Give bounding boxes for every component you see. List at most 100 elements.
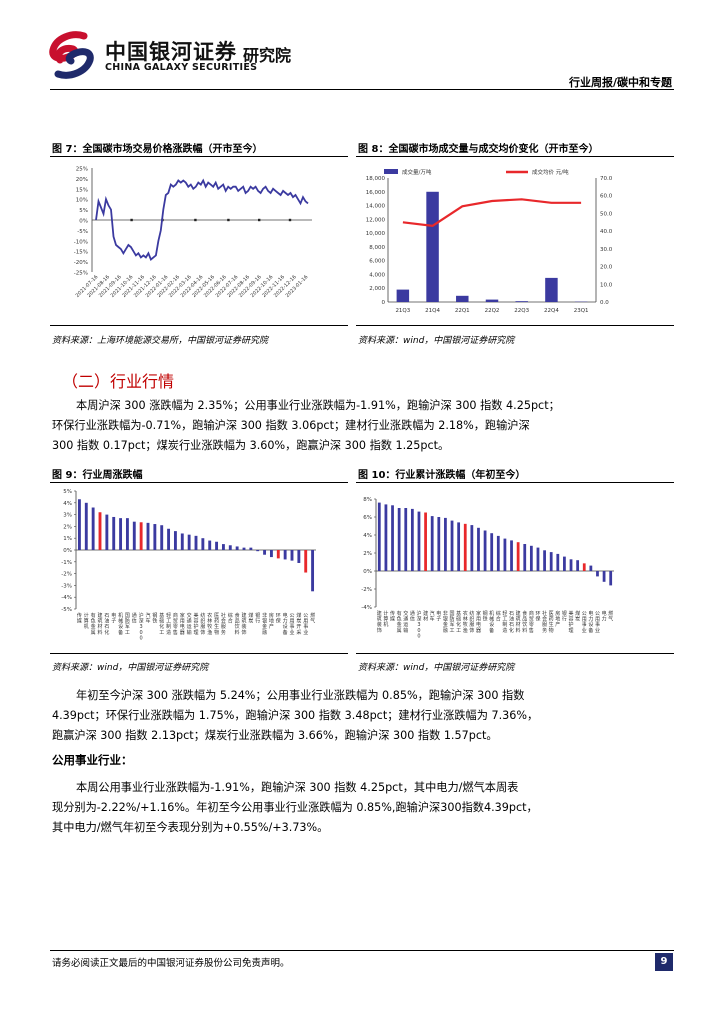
page-number: 9 <box>655 953 673 971</box>
fig9-bar <box>215 541 219 550</box>
fig7-source: 资料来源：上海环境能源交易所，中国银河证券研究院 <box>52 336 269 346</box>
fig9-x-tick-label: 农林牧渔 <box>207 612 212 636</box>
fig10-y-tick-label: 0% <box>363 569 372 575</box>
fig10-bar <box>523 544 527 571</box>
fig10-x-tick-label: 非银金融 <box>443 610 448 634</box>
fig10-bar <box>391 505 394 571</box>
fig7-zero-marker <box>130 218 133 222</box>
fig10-bar <box>563 556 566 571</box>
fig9-x-tick-label: 轻工制造 <box>166 612 171 636</box>
para-line: 年初至今沪深 300 涨跌幅为 5.24%；公用事业行业涨跌幅为 0.85%，跑… <box>76 689 525 702</box>
fig9-y-tick-label: 1% <box>63 536 72 542</box>
fig10-x-tick-label: 传媒 <box>390 610 395 623</box>
fig7-y-tick-label: 5% <box>79 208 88 214</box>
fig10-bar <box>543 550 546 571</box>
brand-subtitle: 研究院 <box>243 46 292 65</box>
fig9-x-tick-label: 公用事业 <box>289 613 294 636</box>
fig8-x-tick-label: 23Q1 <box>574 308 589 314</box>
fig7-y-tick-label: 15% <box>76 187 88 193</box>
fig9-y-tick-label: -1% <box>61 560 72 566</box>
fig10-x-tick-label: 家用电器 <box>476 610 481 634</box>
fig8-volume-bar <box>545 277 558 302</box>
fig10-x-tick-label: 房地产 <box>555 610 560 628</box>
fig9-x-tick-label: 综合 <box>228 612 233 625</box>
fig9-x-tick-label: 基础化工 <box>159 612 164 636</box>
fig8-price-line <box>402 198 582 227</box>
fig9-x-tick-label: 电子 <box>111 612 116 625</box>
fig10-bar <box>444 517 447 571</box>
fig7-y-tick-label: -25% <box>74 271 88 277</box>
fig10-bar <box>490 533 494 571</box>
fig10-x-tick-label: 钢铁 <box>483 610 488 623</box>
fig10-title-rule <box>356 482 674 483</box>
fig10-x-tick-label: 国防军工 <box>450 611 455 634</box>
fig10-x-tick-label: 交通运输 <box>403 610 408 634</box>
fig9-bar <box>194 535 198 550</box>
fig10-x-tick-label: 汽车 <box>430 610 435 623</box>
fig10-bar <box>503 538 507 571</box>
fig8-left-tick-label: 16,000 <box>366 190 386 196</box>
fig10-x-tick-label: 机械设备 <box>489 610 494 634</box>
fig10-y-tick-label: 4% <box>363 533 372 539</box>
fig10-title: 图 10：行业累计涨跌幅（年初至今） <box>358 470 526 481</box>
fig10-bottom-rule <box>356 653 674 654</box>
fig9-bar <box>269 550 273 558</box>
fig10-x-tick-label: 银行 <box>562 610 567 623</box>
fig9-bar <box>242 547 246 550</box>
header-rule <box>50 89 674 90</box>
fig10-y-tick-label: 2% <box>363 551 372 557</box>
fig9-y-tick-label: -4% <box>61 595 72 601</box>
fig8-right-tick-label: 30.0 <box>600 247 613 253</box>
fig9-bar <box>180 533 184 550</box>
fig9-bar <box>304 550 308 573</box>
fig7-y-tick-label: 20% <box>76 177 88 183</box>
fig8-right-tick-label: 10.0 <box>600 282 613 288</box>
fig9-y-tick-label: -3% <box>61 583 72 589</box>
fig8-title: 图 8：全国碳市场成交量与成交均价变化（开市至今） <box>358 144 599 155</box>
fig8-volume-bar <box>485 299 499 302</box>
fig9-x-tick-label: 有色金属 <box>91 612 96 636</box>
fig10-x-tick-label: 计算机 <box>383 610 388 628</box>
fig10-bar <box>424 512 427 571</box>
fig10-x-tick-label: 环保 <box>535 611 540 623</box>
fig8-left-tick-label: 6,000 <box>369 259 385 265</box>
fig8-left-tick-label: 4,000 <box>369 272 385 278</box>
footer-rule <box>50 950 674 951</box>
fig9-y-tick-label: 2% <box>63 524 72 530</box>
fig8-legend-label-price: 成交均价 元/吨 <box>532 168 569 176</box>
fig9-bar <box>290 550 294 561</box>
fig9-x-tick-label: 通信 <box>132 612 137 625</box>
fig9-bar <box>228 545 232 550</box>
fig9-bar <box>263 550 267 555</box>
fig9-y-tick-label: 3% <box>63 513 72 519</box>
fig10-x-tick-label: 纺织服饰 <box>469 610 474 634</box>
ytd-paragraph: 年初至今沪深 300 涨跌幅为 5.24%；公用事业行业涨跌幅为 0.85%，跑… <box>52 686 672 746</box>
fig10-y-tick-label: 8% <box>363 497 372 503</box>
fig10-bar <box>602 571 606 582</box>
fig9-bar <box>201 538 205 550</box>
fig9-source: 资料来源：wind，中国银河证券研究院 <box>52 663 209 673</box>
fig9-bar <box>119 518 123 550</box>
fig9-x-tick-label: 商贸零售 <box>173 612 178 636</box>
fig10-bar <box>609 571 613 586</box>
fig10-x-tick-label: 燃气 <box>608 610 613 623</box>
fig7-y-tick-label: -20% <box>74 260 88 266</box>
fig8-right-tick-label: 0.0 <box>600 300 609 306</box>
para-line: 300 指数 0.17pct；煤炭行业涨跌幅为 3.60%，跑赢沪深 300 指… <box>52 439 450 452</box>
fig10-x-tick-label: 建材 <box>423 610 428 623</box>
fig9-bar <box>276 550 280 559</box>
fig10-bar <box>377 502 381 571</box>
fig10-bar <box>463 523 467 571</box>
brand-name-en: CHINA GALAXY SECURITIES <box>105 62 258 73</box>
fig7-y-tick-label: -5% <box>77 229 88 235</box>
fig9-x-tick-label: 计算机 <box>84 612 89 630</box>
fig8-x-tick-label: 22Q1 <box>455 308 470 314</box>
fig8-volume-bar <box>515 301 528 302</box>
fig10-bar <box>549 552 553 571</box>
para-line: 本周沪深 300 涨跌幅为 2.35%；公用事业行业涨跌幅为-1.91%，跑输沪… <box>76 399 560 412</box>
fig10-y-tick-label: -2% <box>361 587 372 593</box>
fig9-bar <box>153 524 157 550</box>
fig9-x-tick-label: 燃气 <box>310 612 315 625</box>
fig9-bottom-rule <box>50 653 348 654</box>
fig7-y-tick-label: 10% <box>76 198 88 204</box>
